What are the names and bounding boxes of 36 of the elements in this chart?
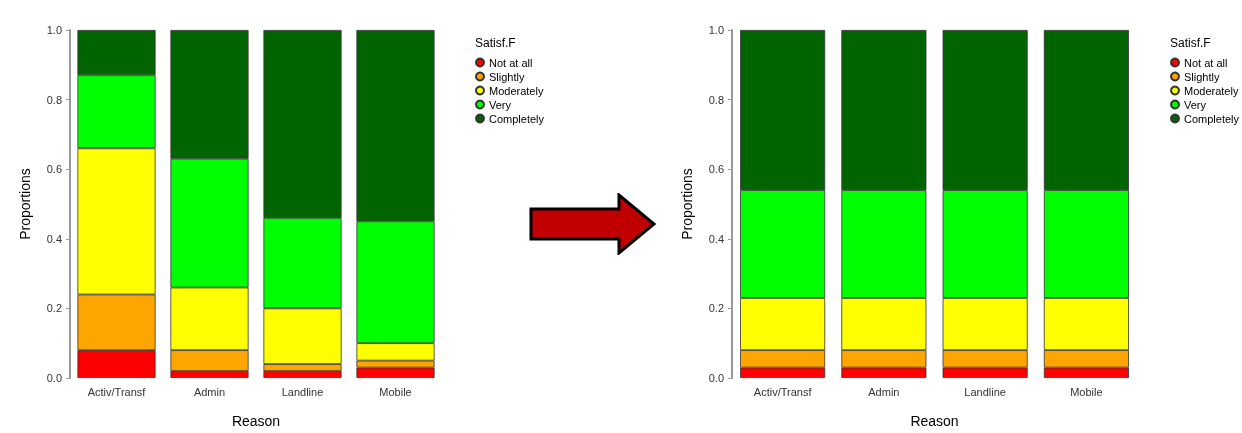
y-tick-label: 1.0 [708, 24, 724, 36]
x-tick-label: Activ/Transf [87, 385, 147, 398]
y-axis-title: Proportions [17, 168, 33, 240]
y-axis-title: Proportions [679, 168, 695, 240]
legend-label: Slightly [489, 70, 525, 83]
legend-label: Slightly [1184, 70, 1220, 83]
legend-label: Completely [1184, 112, 1240, 125]
legend-title: Satisf.F [1170, 36, 1211, 50]
legend-label: Very [489, 98, 512, 111]
y-tick-label: 1.0 [46, 24, 62, 36]
x-tick-label: Mobile [1070, 385, 1103, 398]
legend-label: Moderately [489, 84, 544, 97]
x-axis-title: Reason [231, 413, 281, 429]
y-tick-label: 0.6 [708, 163, 724, 176]
y-tick-label: 0.4 [708, 232, 724, 245]
x-tick-label: Landline [964, 385, 1006, 398]
legend-label: Very [1184, 98, 1207, 111]
legend-label: Not at all [489, 56, 533, 69]
y-tick-label: 0.2 [708, 302, 724, 315]
x-tick-label: Landline [281, 385, 324, 398]
x-tick-label: Admin [193, 385, 226, 398]
x-axis-title: Reason [910, 413, 959, 429]
y-tick-label: 0.0 [46, 372, 62, 384]
x-tick-label: Activ/Transf [753, 385, 813, 398]
y-tick-label: 0.0 [708, 372, 724, 384]
y-tick-label: 0.4 [46, 232, 62, 245]
x-tick-label: Mobile [379, 385, 412, 398]
legend-label: Moderately [1184, 84, 1239, 97]
y-tick-label: 0.2 [46, 302, 62, 315]
y-tick-label: 0.6 [46, 163, 62, 176]
y-tick-label: 0.8 [46, 93, 62, 106]
x-tick-label: Admin [868, 385, 900, 398]
legend-label: Not at all [1184, 56, 1228, 69]
legend-title: Satisf.F [475, 36, 516, 50]
legend-label: Completely [489, 112, 545, 125]
y-tick-label: 0.8 [708, 93, 724, 106]
